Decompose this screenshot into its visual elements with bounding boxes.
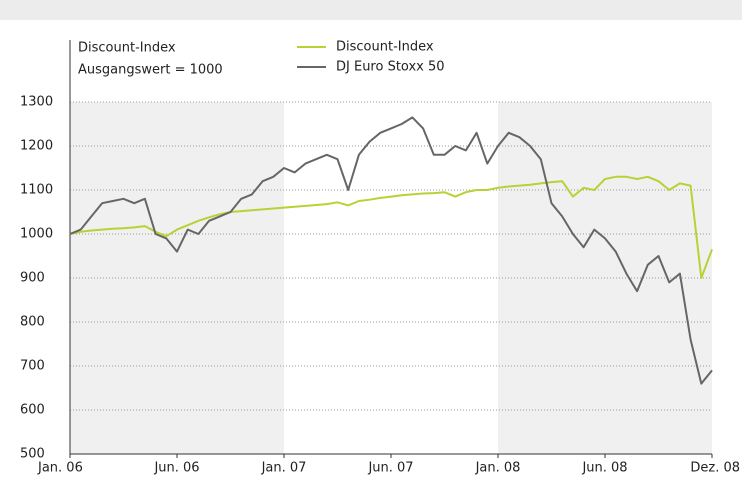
band bbox=[70, 102, 284, 454]
y-tick-label: 800 bbox=[20, 315, 45, 330]
x-tick-label: Jan. 06 bbox=[37, 461, 83, 476]
x-tick-label: Dez. 08 bbox=[690, 461, 740, 476]
y-tick-label: 900 bbox=[20, 271, 45, 286]
legend-label: Discount-Index bbox=[336, 40, 434, 55]
series-line bbox=[69, 175, 713, 279]
y-tick-label: 600 bbox=[20, 403, 45, 418]
annotation: Discount-Index bbox=[78, 41, 176, 56]
y-tick-label: 1000 bbox=[20, 227, 53, 242]
series-line bbox=[69, 116, 713, 385]
x-tick-label: Jun. 08 bbox=[581, 461, 627, 476]
y-tick-label: 1100 bbox=[20, 183, 53, 198]
y-tick-label: 1300 bbox=[20, 95, 53, 110]
y-tick-label: 500 bbox=[20, 447, 45, 462]
annotation: Ausgangswert = 1000 bbox=[78, 63, 223, 78]
x-tick-label: Jun. 06 bbox=[153, 461, 199, 476]
legend-label: DJ Euro Stoxx 50 bbox=[336, 60, 445, 75]
y-tick-label: 700 bbox=[20, 359, 45, 374]
y-tick-label: 1200 bbox=[20, 139, 53, 154]
x-tick-label: Jun. 07 bbox=[367, 461, 413, 476]
x-tick-label: Jan. 08 bbox=[475, 461, 521, 476]
x-tick-label: Jan. 07 bbox=[261, 461, 307, 476]
